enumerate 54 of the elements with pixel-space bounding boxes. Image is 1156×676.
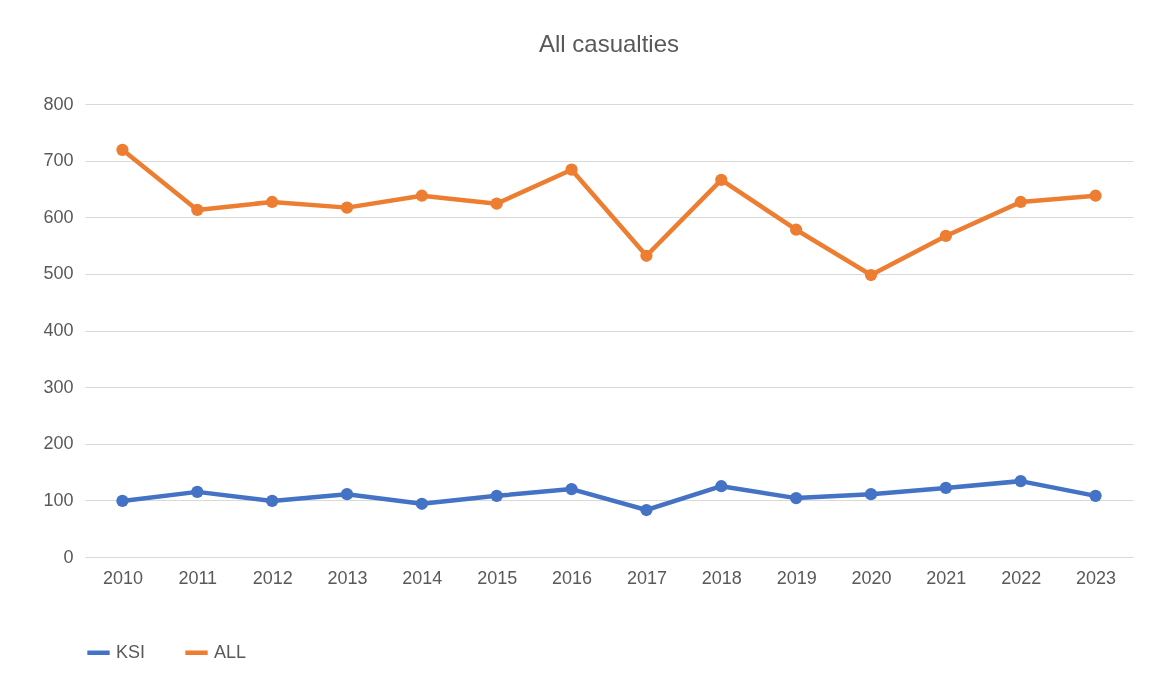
point [340,488,354,501]
y-tick-label: 700 [43,150,74,171]
x-tick-label: 2021 [926,567,967,588]
point [565,163,578,176]
x-tick-label: 2023 [1076,567,1117,588]
point [266,494,279,508]
point [1014,475,1027,488]
x-tick-label: 2010 [102,567,143,588]
x-tick-label: 2016 [552,567,593,588]
x-tick-label: 2013 [327,567,368,588]
x-tick-label: 2019 [776,567,817,588]
point [939,229,952,243]
point [640,503,653,517]
legend-label: ALL [214,641,247,662]
y-tick-label: 0 [63,546,74,567]
point [1089,189,1102,202]
point [939,481,952,495]
point [715,480,728,493]
point [415,497,428,510]
point [191,203,204,216]
x-tick-label: 2020 [851,567,892,588]
point [640,249,653,262]
y-tick-label: 100 [43,489,74,510]
point [565,482,578,496]
point [790,492,803,505]
y-tick-label: 400 [43,320,74,340]
point [1014,195,1027,209]
point [191,485,204,498]
point [266,195,279,209]
point [490,489,503,502]
point [116,143,129,156]
point [1089,489,1102,502]
x-tick-label: 2022 [1001,567,1042,588]
point [715,173,728,186]
y-tick-label: 200 [43,433,74,454]
point [864,488,878,501]
x-tick-label: 2017 [626,567,667,588]
point [116,494,129,508]
y-tick-label: 600 [43,206,74,227]
y-tick-label: 800 [43,93,74,114]
x-tick-label: 2012 [252,567,293,588]
x-tick-label: 2018 [701,567,742,588]
x-tick-label: 2014 [402,567,443,588]
point [340,201,354,214]
chart-title: All casualties [538,30,680,57]
point [790,223,803,236]
x-tick-label: 2015 [477,567,518,588]
point [490,197,503,210]
y-tick-label: 300 [43,376,74,397]
legend-label: KSI [116,641,146,662]
point [864,268,878,282]
y-tick-label: 500 [43,263,74,284]
x-tick-label: 2011 [178,567,218,588]
point [415,189,428,202]
